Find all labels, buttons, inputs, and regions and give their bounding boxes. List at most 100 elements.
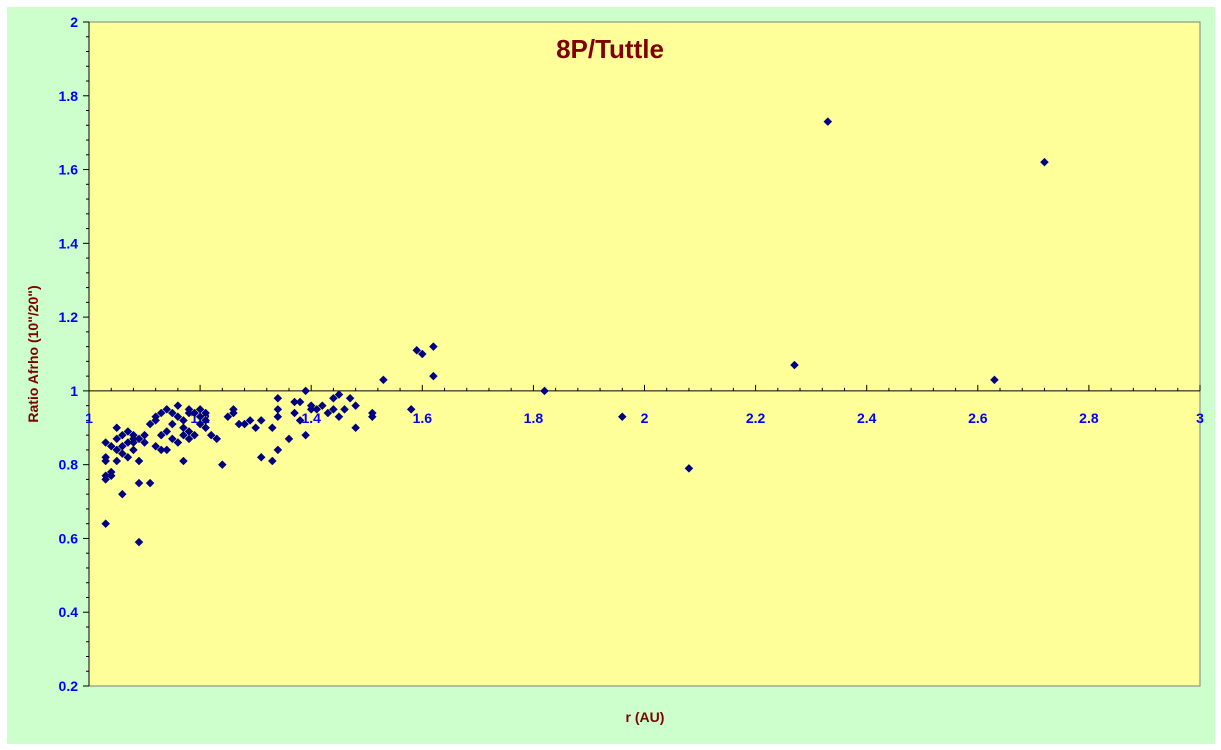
x-tick-label: 1	[85, 410, 93, 426]
data-point	[273, 393, 283, 403]
x-tick-label: 2	[641, 410, 649, 426]
y-axis: 0.2 0.4 0.6 0.8 1 1.2 1.4 1.6 1.8 2	[59, 14, 90, 694]
data-point	[173, 438, 183, 447]
data-point	[301, 386, 310, 396]
data-point	[284, 434, 294, 444]
x-tick-label: 1.4	[301, 410, 321, 426]
data-point	[156, 430, 166, 440]
data-point	[406, 404, 416, 414]
data-point	[990, 375, 999, 385]
y-tick-label: 0.4	[59, 604, 79, 620]
data-point	[351, 401, 360, 410]
data-point	[140, 438, 149, 447]
data-point	[195, 412, 205, 422]
data-point	[217, 460, 227, 470]
data-point	[790, 360, 799, 370]
data-point	[256, 452, 266, 462]
data-point	[823, 117, 833, 126]
data-point	[101, 519, 111, 529]
data-point	[151, 441, 161, 451]
x-tick-label: 3	[1196, 410, 1204, 426]
data-point	[112, 434, 122, 444]
plot-area	[88, 21, 1201, 687]
data-point	[190, 430, 199, 440]
data-point	[212, 434, 222, 444]
data-point	[290, 408, 299, 418]
y-tick-label: 1.2	[59, 309, 79, 325]
data-point	[295, 397, 305, 407]
x-tick-label: 1.8	[524, 410, 544, 426]
data-point	[317, 401, 327, 410]
data-point	[301, 430, 310, 440]
y-tick-label: 0.6	[59, 530, 79, 546]
data-point	[117, 430, 127, 440]
data-point	[129, 445, 138, 455]
data-point	[312, 404, 322, 414]
data-point	[329, 393, 338, 403]
data-point	[145, 419, 155, 429]
data-point	[306, 401, 316, 410]
data-point	[206, 430, 216, 440]
data-point	[273, 404, 283, 414]
data-point	[173, 412, 183, 422]
data-point	[167, 408, 177, 418]
data-point	[201, 423, 211, 433]
data-point	[179, 456, 188, 466]
y-tick-label: 0.2	[59, 678, 79, 694]
data-point	[256, 416, 266, 425]
x-tick-label: 2.6	[968, 410, 988, 426]
data-point	[267, 456, 277, 466]
data-point	[167, 419, 177, 429]
x-axis-title: r (AU)	[626, 709, 665, 725]
data-point	[129, 438, 138, 447]
data-point	[245, 416, 255, 425]
data-point	[106, 441, 116, 451]
data-point	[323, 408, 333, 418]
data-point	[540, 386, 549, 396]
data-point	[145, 478, 155, 488]
data-point	[379, 375, 388, 385]
data-point	[429, 371, 438, 381]
data-point	[101, 452, 111, 462]
data-point	[273, 445, 283, 455]
data-point	[223, 412, 233, 422]
data-point	[162, 445, 172, 455]
data-point	[106, 471, 116, 481]
data-point	[429, 342, 438, 351]
data-point	[334, 412, 344, 422]
chart-title: 8P/Tuttle	[556, 34, 664, 64]
data-point	[201, 416, 211, 425]
data-point	[140, 430, 149, 440]
data-point	[195, 419, 205, 429]
data-point	[112, 423, 122, 433]
data-point	[179, 416, 188, 425]
data-point	[295, 416, 305, 425]
data-point	[240, 419, 249, 429]
data-point	[134, 537, 144, 547]
data-point	[162, 404, 172, 414]
data-point	[417, 349, 427, 359]
data-point	[351, 423, 360, 433]
data-point	[340, 404, 349, 414]
data-point	[167, 434, 177, 444]
x-tick-label: 2.4	[857, 410, 877, 426]
data-point	[367, 408, 377, 418]
y-tick-label: 1.6	[59, 162, 79, 178]
y-tick-label: 1.4	[59, 235, 79, 251]
data-point	[162, 427, 172, 436]
data-point	[267, 423, 277, 433]
data-point	[251, 423, 261, 433]
data-point	[134, 478, 144, 488]
data-point	[184, 427, 194, 436]
y-axis-title: Ratio Afrho (10"/20")	[25, 285, 41, 422]
data-point	[123, 427, 133, 436]
data-point	[184, 434, 194, 444]
data-point	[412, 345, 422, 355]
data-point	[101, 475, 111, 484]
y-tick-label: 2	[70, 14, 78, 30]
data-point	[190, 408, 199, 418]
data-point	[617, 412, 627, 422]
data-point	[229, 404, 238, 414]
